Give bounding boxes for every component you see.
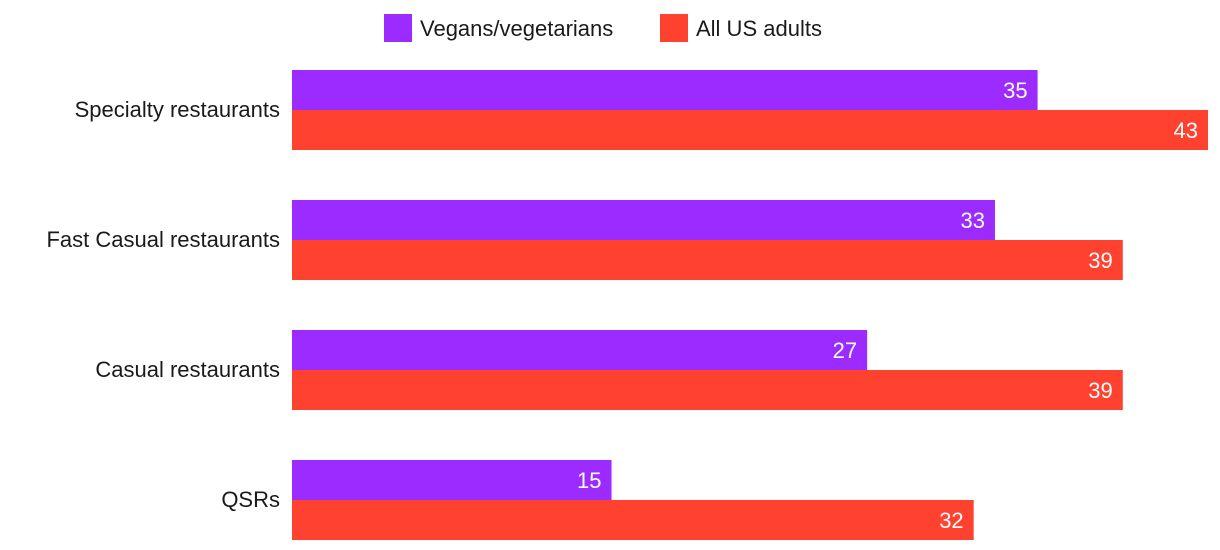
- bar-vegans-vegetarians: [292, 70, 1038, 110]
- bar-all-us-adults: [292, 110, 1208, 150]
- bar-all-us-adults: [292, 500, 974, 540]
- bar-all-us-adults: [292, 240, 1123, 280]
- category-label: Casual restaurants: [95, 357, 280, 382]
- data-label: 15: [577, 468, 601, 493]
- category-label: Fast Casual restaurants: [46, 227, 280, 252]
- data-label: 35: [1003, 78, 1027, 103]
- data-label: 39: [1088, 248, 1112, 273]
- data-label: 39: [1088, 378, 1112, 403]
- data-label: 32: [939, 508, 963, 533]
- legend-swatch-1: [384, 14, 412, 42]
- data-label: 27: [833, 338, 857, 363]
- plot-area: Specialty restaurants 35 43 Fast Casual res…: [46, 70, 1208, 540]
- bar-vegans-vegetarians: [292, 330, 868, 370]
- legend-label-1: Vegans/vegetarians: [420, 16, 613, 41]
- legend: Vegans/vegetarians All US adults: [384, 14, 822, 42]
- category-label: QSRs: [221, 487, 280, 512]
- data-label: 43: [1174, 118, 1198, 143]
- legend-swatch-2: [660, 14, 688, 42]
- data-label: 33: [960, 208, 984, 233]
- category-label: Specialty restaurants: [75, 97, 280, 122]
- bar-vegans-vegetarians: [292, 200, 995, 240]
- bar-vegans-vegetarians: [292, 460, 612, 500]
- legend-label-2: All US adults: [696, 16, 822, 41]
- bar-all-us-adults: [292, 370, 1123, 410]
